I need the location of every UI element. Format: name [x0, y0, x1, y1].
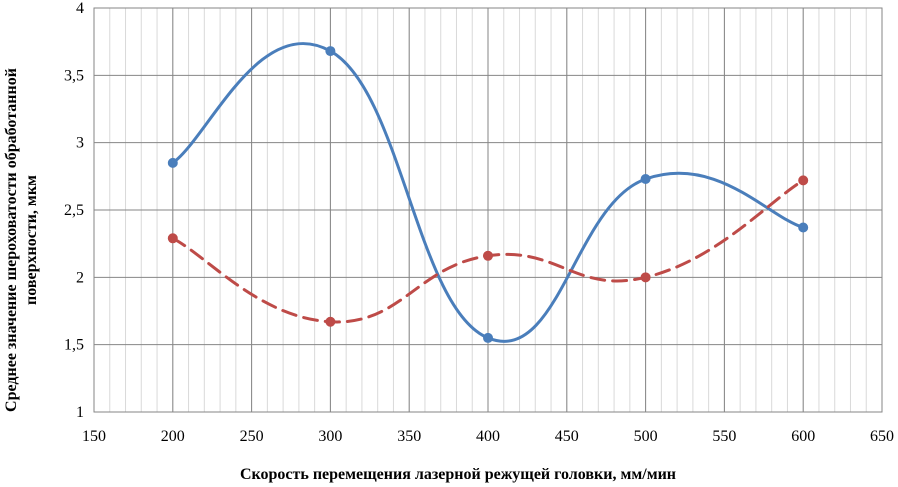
data-point	[167, 233, 178, 244]
y-axis-tick-labels: 1 1,5 2 2,5 3 3,5 4	[64, 0, 84, 421]
x-axis-tick-labels: 150 200 250 300 350 400 450 500 550 600 650	[82, 428, 894, 445]
y-axis-title-line: Среднее значение шероховатости обработан…	[3, 68, 20, 412]
x-tick-label: 250	[240, 428, 264, 445]
x-tick-label: 500	[634, 428, 658, 445]
y-tick-label: 4	[76, 0, 84, 17]
data-point	[640, 272, 651, 283]
plot-area-frame	[93, 7, 883, 413]
data-point	[483, 250, 493, 261]
x-tick-label: 450	[555, 428, 579, 445]
x-tick-label: 600	[791, 428, 815, 445]
y-tick-label: 1,5	[64, 337, 84, 354]
data-point	[640, 174, 651, 185]
y-axis-title-line: поверхности, мкм	[23, 175, 40, 305]
y-tick-label: 3	[76, 135, 84, 152]
y-tick-label: 3,5	[64, 67, 84, 84]
y-tick-label: 2	[76, 269, 84, 286]
major-gridlines	[93, 7, 883, 413]
y-tick-label: 1	[76, 404, 84, 421]
data-point	[325, 46, 336, 57]
x-tick-label: 200	[161, 428, 185, 445]
x-tick-label: 350	[397, 428, 421, 445]
x-tick-label: 550	[712, 428, 736, 445]
data-point	[167, 157, 178, 168]
data-point	[325, 316, 336, 327]
x-tick-label: 650	[870, 428, 894, 445]
x-axis-title: Скорость перемещения лазерной режущей го…	[240, 466, 676, 483]
y-tick-label: 2,5	[64, 202, 84, 219]
series-line-1	[171, 42, 805, 343]
data-point	[798, 175, 809, 186]
x-tick-label: 400	[476, 428, 500, 445]
y-axis-title: Среднее значение шероховатости обработан…	[3, 68, 40, 412]
x-tick-label: 150	[82, 428, 106, 445]
x-tick-label: 300	[318, 428, 342, 445]
data-point	[483, 332, 493, 343]
data-point	[798, 222, 809, 233]
series-layer	[167, 42, 809, 343]
